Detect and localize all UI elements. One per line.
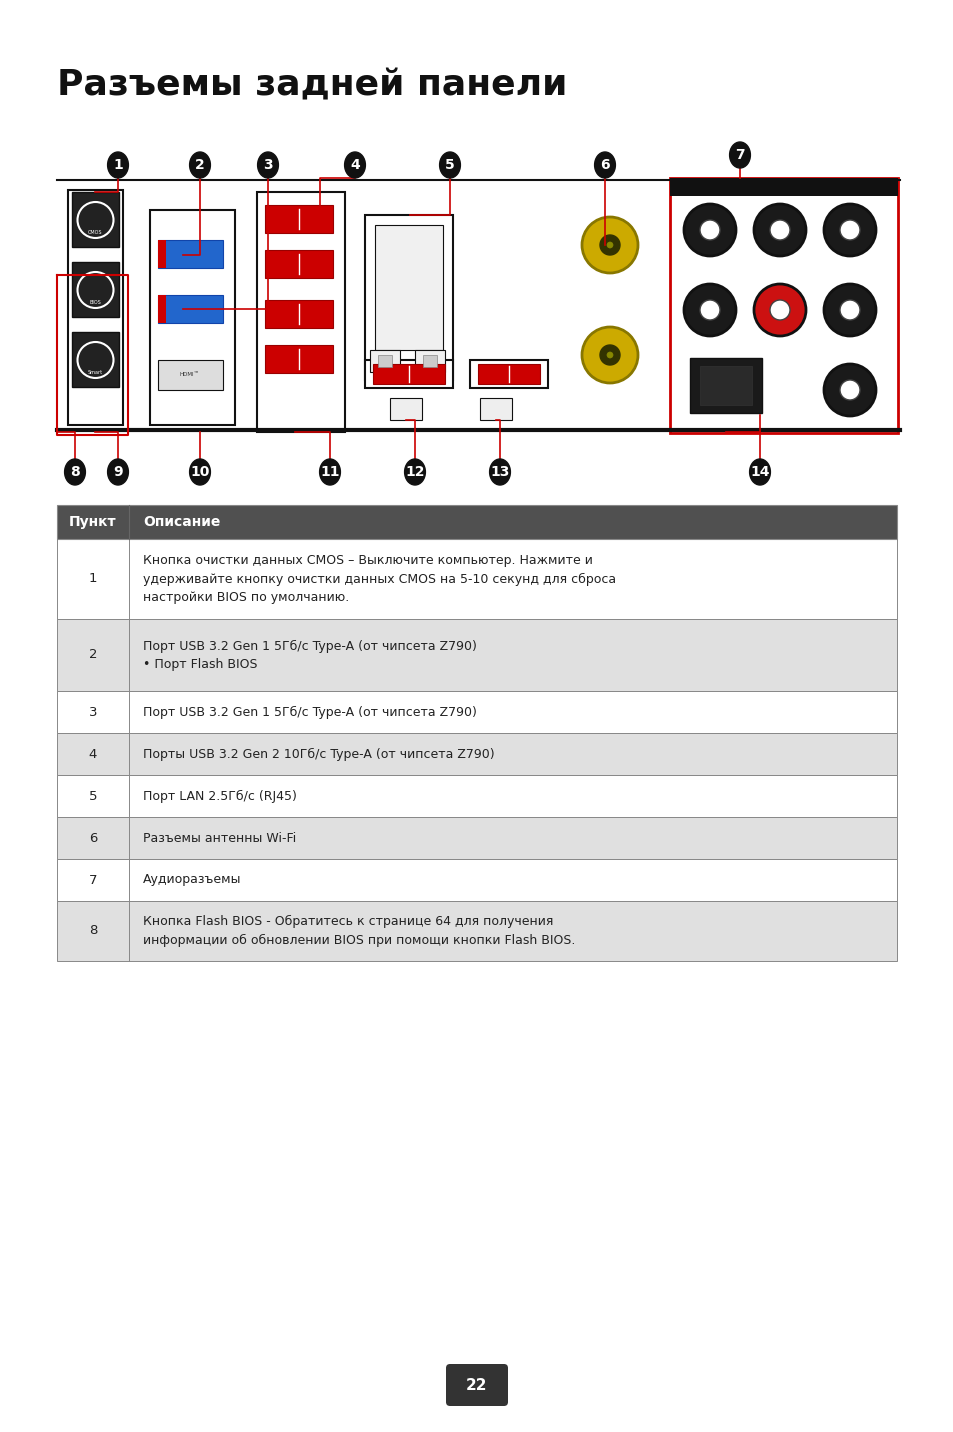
Text: Порт USB 3.2 Gen 1 5Гб/с Type-A (от чипсета Z790): Порт USB 3.2 Gen 1 5Гб/с Type-A (от чипс…: [143, 706, 476, 719]
Text: Описание: Описание: [143, 516, 220, 528]
Circle shape: [700, 299, 720, 319]
Bar: [373, 364, 444, 384]
Circle shape: [823, 364, 875, 417]
Bar: [57, 619, 896, 692]
Bar: [57, 775, 896, 818]
Text: BIOS: BIOS: [90, 299, 101, 305]
Bar: [422, 355, 436, 367]
Text: Кнопка Flash BIOS - Обратитесь к странице 64 для получения
информации об обновле: Кнопка Flash BIOS - Обратитесь к страниц…: [143, 915, 575, 947]
Text: 6: 6: [89, 832, 97, 845]
Text: 6: 6: [599, 158, 609, 172]
Circle shape: [840, 379, 859, 400]
Bar: [669, 178, 897, 196]
Text: 22: 22: [466, 1378, 487, 1392]
Bar: [57, 505, 896, 538]
Circle shape: [769, 221, 789, 241]
Ellipse shape: [404, 460, 425, 485]
Bar: [265, 205, 333, 233]
Circle shape: [581, 326, 638, 382]
Ellipse shape: [729, 142, 750, 168]
Text: Порт LAN 2.5Гб/с (RJ45): Порт LAN 2.5Гб/с (RJ45): [143, 789, 296, 802]
Text: 14: 14: [749, 465, 769, 478]
Text: 5: 5: [89, 789, 97, 802]
Text: 2: 2: [89, 649, 97, 662]
Circle shape: [599, 345, 619, 365]
Text: Пункт: Пункт: [70, 516, 116, 528]
Circle shape: [840, 221, 859, 241]
Bar: [265, 299, 333, 328]
Text: Порты USB 3.2 Gen 2 10Гб/с Type-A (от чипсета Z790): Порты USB 3.2 Gen 2 10Гб/с Type-A (от чи…: [143, 748, 494, 760]
Bar: [71, 332, 119, 387]
Bar: [689, 358, 761, 412]
Ellipse shape: [749, 460, 770, 485]
Bar: [370, 349, 399, 372]
Circle shape: [753, 284, 805, 337]
Text: Порт USB 3.2 Gen 1 5Гб/с Type-A (от чипсета Z790)
• Порт Flash BIOS: Порт USB 3.2 Gen 1 5Гб/с Type-A (от чипс…: [143, 640, 476, 670]
Text: 7: 7: [89, 874, 97, 886]
Bar: [57, 733, 896, 775]
Ellipse shape: [108, 460, 129, 485]
Text: 1: 1: [89, 573, 97, 586]
Text: Smart: Smart: [88, 369, 103, 375]
Ellipse shape: [190, 460, 211, 485]
Circle shape: [840, 299, 859, 319]
Text: 12: 12: [405, 465, 424, 478]
Bar: [265, 345, 333, 372]
Bar: [415, 349, 444, 372]
Circle shape: [683, 284, 735, 337]
Bar: [57, 538, 896, 619]
Bar: [158, 359, 223, 390]
Text: 3: 3: [89, 706, 97, 719]
Text: 13: 13: [490, 465, 509, 478]
Ellipse shape: [319, 460, 340, 485]
Bar: [150, 211, 234, 425]
Bar: [375, 225, 442, 349]
Bar: [700, 367, 751, 405]
Text: 8: 8: [89, 925, 97, 938]
Text: 9: 9: [113, 465, 123, 478]
Ellipse shape: [108, 152, 129, 178]
Bar: [669, 178, 897, 432]
Text: Кнопка очистки данных CMOS – Выключите компьютер. Нажмите и
удерживайте кнопку о: Кнопка очистки данных CMOS – Выключите к…: [143, 554, 616, 603]
Circle shape: [823, 284, 875, 337]
Text: 10: 10: [190, 465, 210, 478]
Bar: [68, 190, 123, 425]
Bar: [377, 355, 392, 367]
Circle shape: [606, 352, 613, 358]
Bar: [477, 364, 539, 384]
Text: Аудиоразъемы: Аудиоразъемы: [143, 874, 241, 886]
Bar: [256, 192, 345, 432]
Bar: [57, 818, 896, 859]
Ellipse shape: [257, 152, 278, 178]
Text: Разъемы антенны Wi-Fi: Разъемы антенны Wi-Fi: [143, 832, 296, 845]
Ellipse shape: [190, 152, 211, 178]
Bar: [57, 901, 896, 961]
Ellipse shape: [65, 460, 86, 485]
Text: 8: 8: [71, 465, 80, 478]
Bar: [158, 295, 223, 324]
Bar: [158, 295, 166, 324]
Bar: [265, 251, 333, 278]
Bar: [365, 359, 453, 388]
Circle shape: [683, 203, 735, 256]
Text: 5: 5: [445, 158, 455, 172]
Bar: [390, 398, 421, 420]
Bar: [479, 398, 512, 420]
Ellipse shape: [439, 152, 460, 178]
Circle shape: [581, 218, 638, 274]
Ellipse shape: [489, 460, 510, 485]
Text: HDMI™: HDMI™: [180, 372, 200, 378]
Bar: [158, 241, 223, 268]
Ellipse shape: [344, 152, 365, 178]
Bar: [365, 215, 453, 379]
Bar: [57, 692, 896, 733]
FancyBboxPatch shape: [446, 1365, 507, 1406]
Text: 1: 1: [113, 158, 123, 172]
Circle shape: [753, 203, 805, 256]
Bar: [57, 859, 896, 901]
Text: 2: 2: [195, 158, 205, 172]
Text: CMOS: CMOS: [89, 229, 103, 235]
Bar: [470, 359, 547, 388]
Circle shape: [606, 242, 613, 248]
Bar: [71, 262, 119, 316]
